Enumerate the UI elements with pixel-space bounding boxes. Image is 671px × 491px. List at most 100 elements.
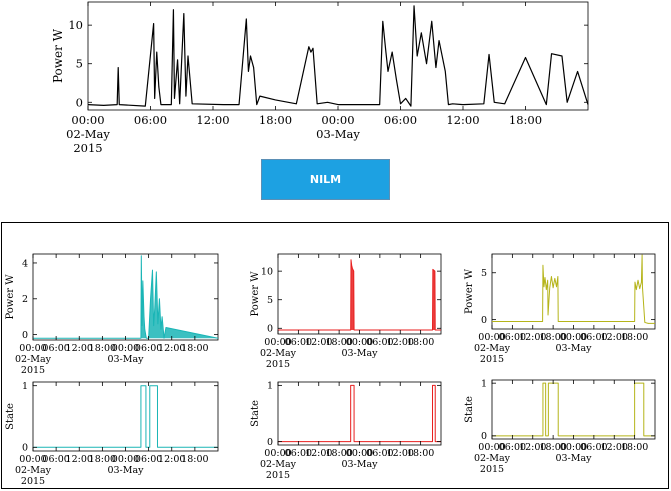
x-tick-label: 06:00 (499, 332, 526, 343)
y-tick-label: 0 (22, 443, 28, 454)
x-tick-label: 18:00 (407, 448, 434, 459)
x-tick-label: 06:00 (384, 113, 417, 127)
x-tick-sublabel: 03-May (555, 343, 592, 354)
x-tick-sublabel: 03-May (316, 127, 360, 141)
nilm-button[interactable]: NILM (261, 159, 390, 200)
x-tick-label: 12:00 (305, 337, 332, 348)
plot-area (277, 381, 442, 446)
appliance-1-power-chart: 02400:0002-May201506:0012:0018:0000:0003… (5, 253, 219, 376)
x-tick-sublabel: 03-May (341, 348, 378, 359)
x-tick-label: 12:00 (601, 442, 628, 453)
x-tick-label: 12:00 (66, 343, 93, 354)
x-tick-label: 18:00 (621, 442, 648, 453)
x-tick-label: 12:00 (158, 343, 185, 354)
plot-area (277, 253, 442, 335)
x-tick-sublabel: 2015 (266, 359, 290, 370)
x-tick-label: 18:00 (509, 113, 542, 127)
x-tick-label: 18:00 (539, 332, 566, 343)
y-axis-label: Power W (5, 274, 16, 320)
appliance-2-state-chart: 0100:0002-May201506:0012:0018:0000:0003-… (250, 381, 442, 481)
series-line (33, 255, 219, 339)
x-tick-label: 00:00 (478, 332, 505, 343)
x-tick-label: 00:00 (560, 442, 587, 453)
x-tick-label: 06:00 (42, 454, 69, 465)
x-tick-label: 12:00 (601, 332, 628, 343)
plot-area (491, 253, 656, 330)
x-tick-sublabel: 02-May (15, 354, 52, 365)
x-tick-label: 06:00 (134, 113, 167, 127)
x-tick-sublabel: 02-May (474, 453, 511, 464)
x-tick-label: 12:00 (387, 448, 414, 459)
appliance-1-state-chart: 0100:0002-May201506:0012:0018:0000:0003-… (5, 381, 219, 487)
x-tick-sublabel: 02-May (66, 127, 110, 141)
y-axis-label: Power W (464, 268, 475, 314)
y-tick-label: 10 (68, 18, 83, 32)
x-tick-sublabel: 03-May (341, 459, 378, 470)
y-tick-label: 0 (22, 330, 28, 341)
y-tick-label: 5 (76, 57, 83, 71)
x-tick-sublabel: 03-May (555, 453, 592, 464)
x-tick-label: 00:00 (112, 454, 139, 465)
x-tick-label: 12:00 (305, 448, 332, 459)
x-tick-label: 12:00 (196, 113, 229, 127)
x-tick-sublabel: 2015 (480, 354, 504, 365)
x-tick-sublabel: 2015 (21, 365, 45, 376)
x-tick-label: 06:00 (366, 337, 393, 348)
y-axis-label: State (464, 396, 475, 423)
x-tick-sublabel: 02-May (260, 459, 297, 470)
x-tick-sublabel: 02-May (15, 465, 52, 476)
plot-area (32, 253, 219, 341)
series-line (87, 5, 589, 107)
x-tick-label: 06:00 (285, 448, 312, 459)
x-tick-label: 06:00 (135, 343, 162, 354)
x-tick-label: 00:00 (19, 454, 46, 465)
x-tick-sublabel: 2015 (73, 141, 102, 155)
x-tick-label: 00:00 (112, 343, 139, 354)
x-tick-label: 18:00 (89, 343, 116, 354)
x-tick-label: 00:00 (560, 332, 587, 343)
y-axis-label: Power W (51, 28, 65, 83)
y-tick-label: 0 (481, 431, 487, 442)
y-tick-label: 0 (481, 315, 487, 326)
x-tick-label: 12:00 (519, 442, 546, 453)
y-tick-label: 0 (267, 437, 273, 448)
y-tick-label: 5 (481, 268, 487, 279)
x-tick-label: 12:00 (446, 113, 479, 127)
series-line (33, 385, 218, 448)
y-tick-label: 1 (22, 381, 28, 392)
x-tick-label: 18:00 (325, 448, 352, 459)
x-tick-label: 18:00 (259, 113, 292, 127)
y-tick-label: 10 (261, 266, 273, 277)
x-tick-label: 00:00 (346, 448, 373, 459)
series-line (278, 259, 441, 331)
x-tick-label: 18:00 (621, 332, 648, 343)
x-tick-label: 12:00 (387, 337, 414, 348)
y-tick-label: 4 (22, 258, 28, 269)
x-tick-label: 00:00 (71, 113, 104, 127)
x-tick-label: 06:00 (580, 332, 607, 343)
x-tick-label: 00:00 (346, 337, 373, 348)
y-tick-label: 0 (267, 324, 273, 335)
x-tick-label: 00:00 (264, 448, 291, 459)
x-tick-sublabel: 02-May (260, 348, 297, 359)
y-axis-label: State (250, 400, 261, 427)
x-tick-label: 18:00 (539, 442, 566, 453)
y-tick-label: 2 (22, 294, 28, 305)
x-tick-label: 18:00 (325, 337, 352, 348)
y-axis-label: Power W (250, 271, 261, 317)
x-tick-sublabel: 2015 (21, 476, 45, 487)
series-line (492, 254, 655, 324)
plot-area (491, 379, 656, 440)
x-tick-sublabel: 2015 (480, 464, 504, 475)
x-tick-sublabel: 03-May (107, 354, 144, 365)
x-tick-sublabel: 2015 (266, 470, 290, 481)
x-tick-label: 12:00 (66, 454, 93, 465)
x-tick-label: 06:00 (135, 454, 162, 465)
y-axis-label: State (5, 403, 16, 430)
x-tick-label: 06:00 (42, 343, 69, 354)
series-line (278, 384, 441, 443)
plot-area (87, 1, 589, 111)
x-tick-label: 12:00 (158, 454, 185, 465)
